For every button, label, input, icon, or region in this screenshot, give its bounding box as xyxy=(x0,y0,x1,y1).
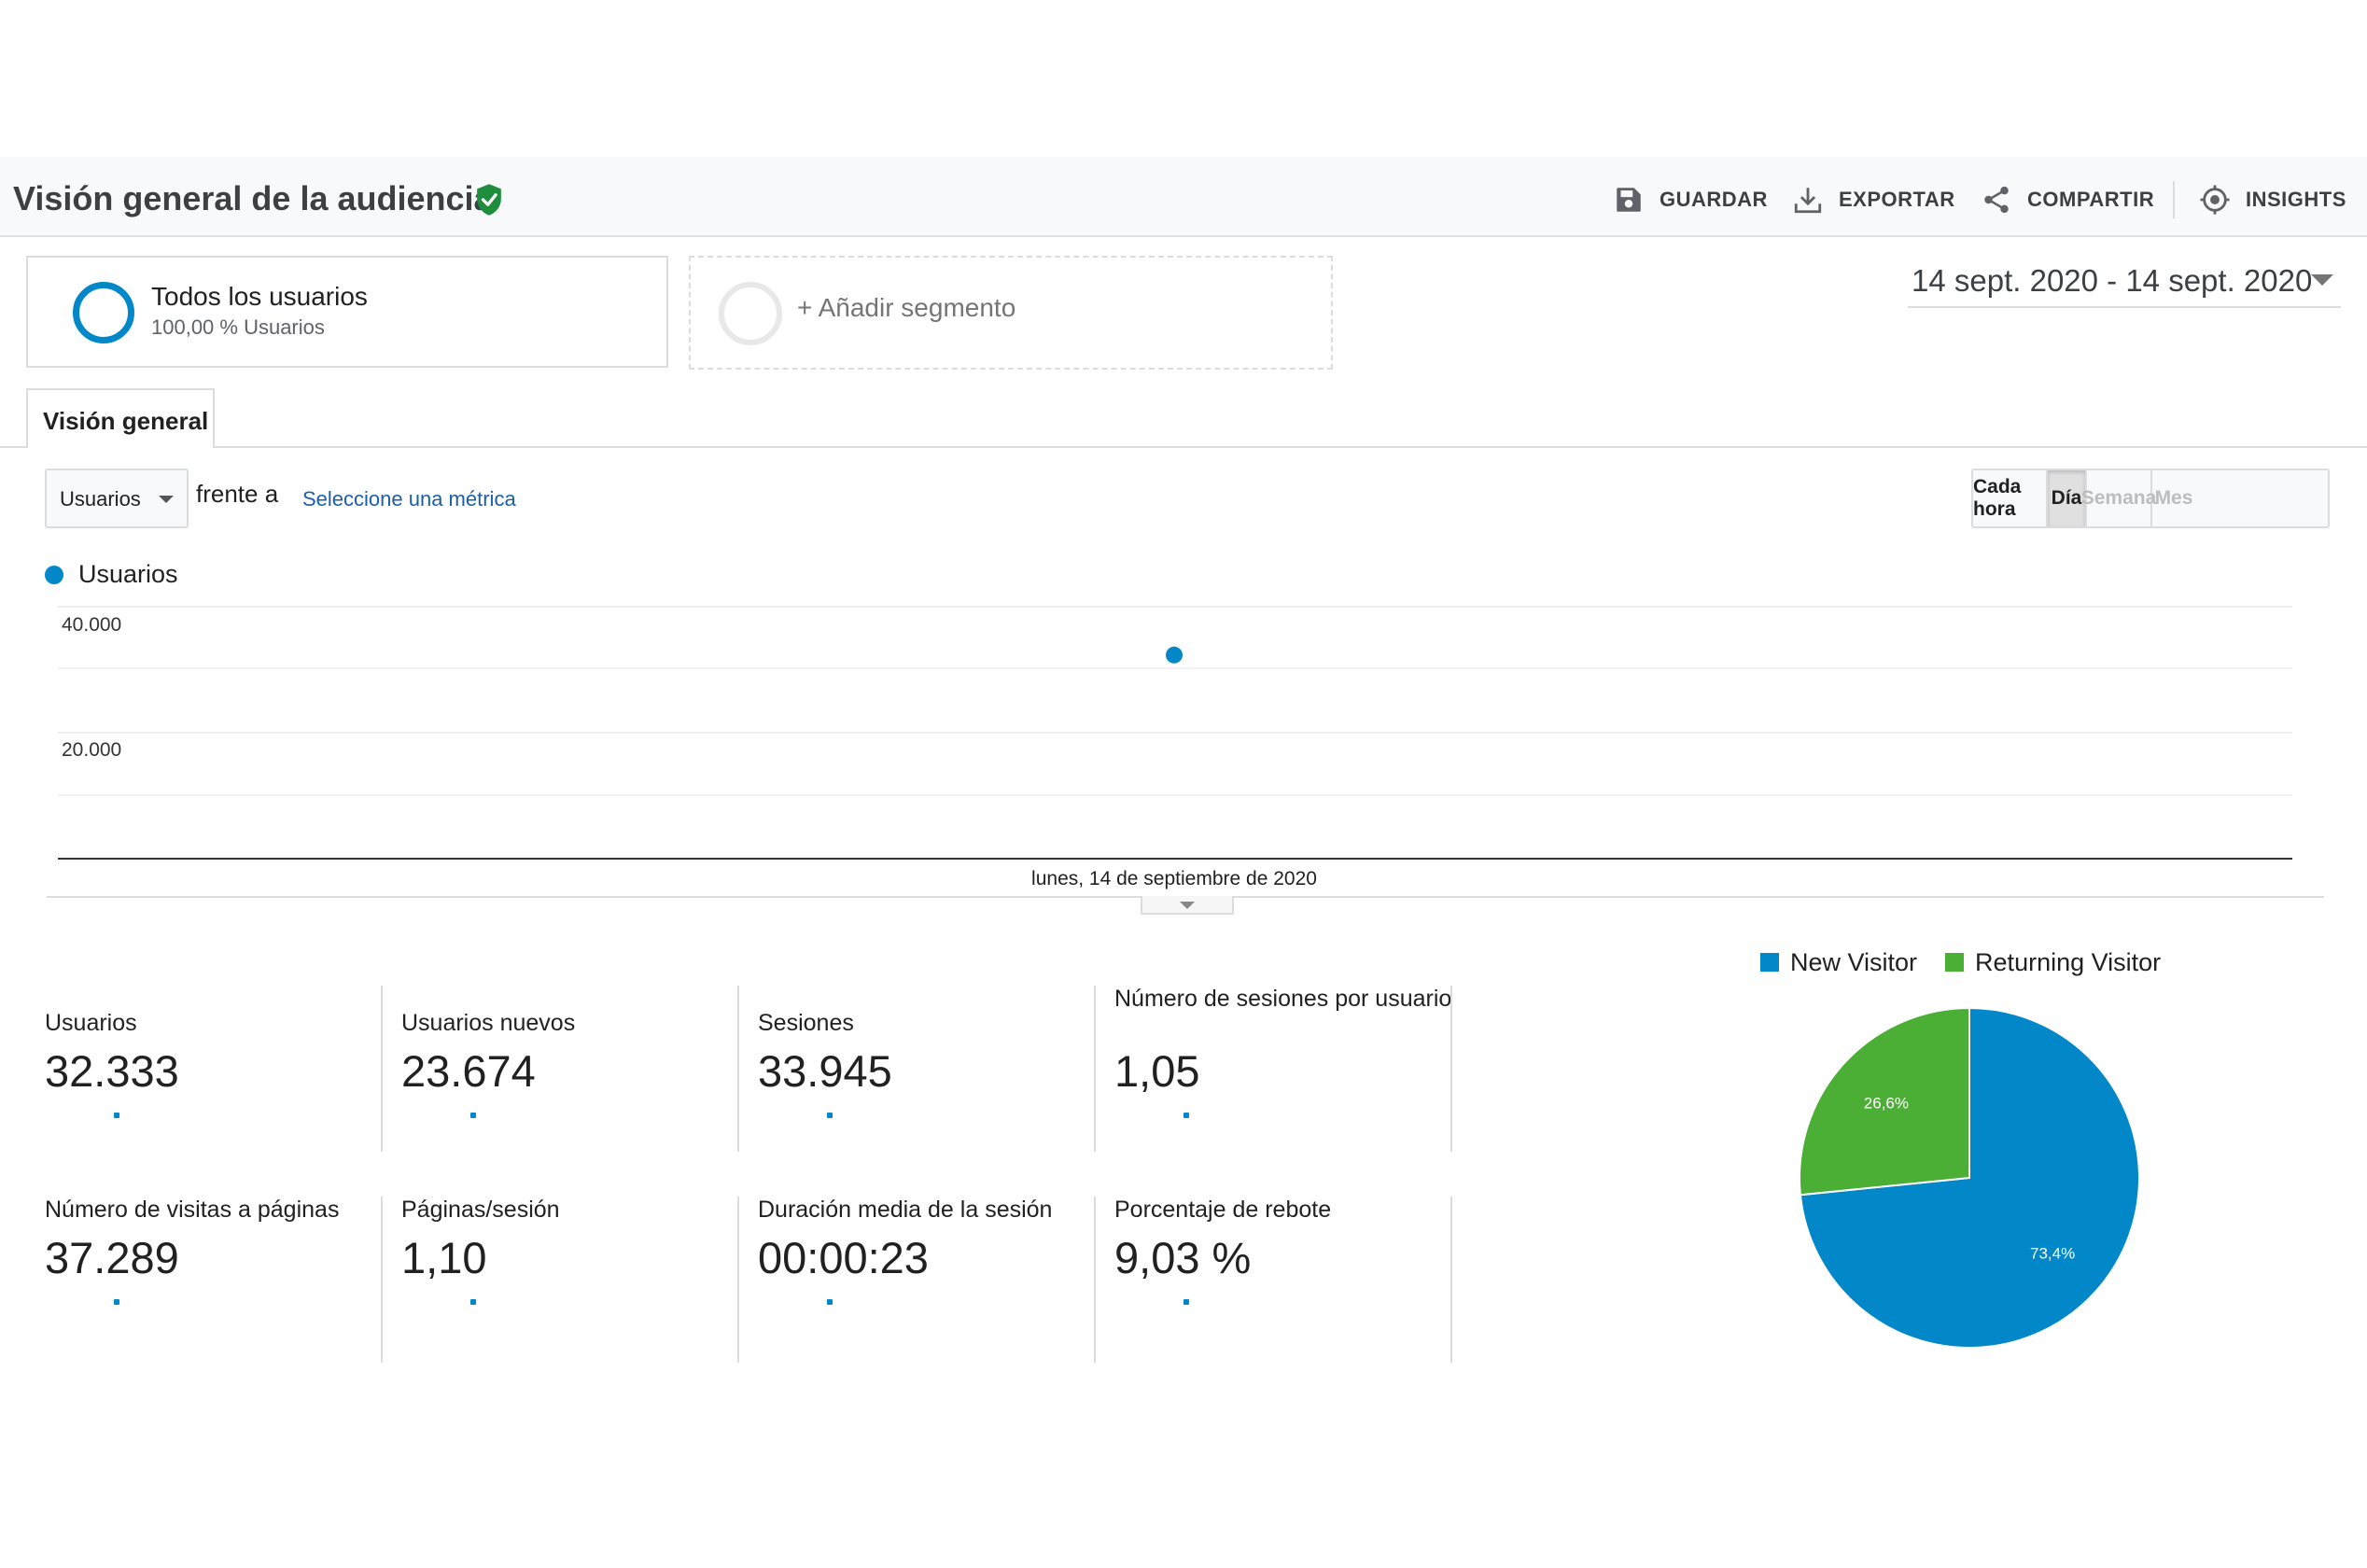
legend-swatch-usuarios xyxy=(45,566,63,584)
users-line-chart: 40.000 20.000 lunes, 14 de septiembre de… xyxy=(58,606,2292,889)
metric-card-pageviews[interactable]: Número de visitas a páginas 37.289 xyxy=(45,1197,399,1365)
granularity-week: Semana xyxy=(2081,470,2156,526)
metric-value: 1,05 xyxy=(1114,1046,1200,1096)
metric-dropdown-value: Usuarios xyxy=(60,487,141,511)
tab-bar-line xyxy=(0,446,2367,448)
sparkline-point xyxy=(1184,1299,1189,1305)
share-button[interactable]: COMPARTIR xyxy=(1981,183,2154,217)
metric-label: Páginas/sesión xyxy=(401,1197,560,1223)
metric-value: 23.674 xyxy=(401,1046,536,1096)
card-divider xyxy=(1450,1197,1452,1363)
sparkline-point xyxy=(470,1113,476,1118)
insights-button[interactable]: INSIGHTS xyxy=(2199,183,2346,217)
segment-share: 100,00 % Usuarios xyxy=(151,315,325,339)
insights-icon xyxy=(2200,185,2230,215)
sparkline-point xyxy=(827,1113,833,1118)
card-divider xyxy=(1450,986,1452,1152)
card-divider xyxy=(381,986,383,1152)
card-divider xyxy=(1094,986,1096,1152)
metric-label: Número de sesiones por usuario xyxy=(1114,986,1452,1012)
metric-value: 9,03 % xyxy=(1114,1233,1252,1282)
segment-name: Todos los usuarios xyxy=(151,282,368,311)
pie-legend: New Visitor Returning Visitor xyxy=(1760,948,2189,976)
sparkline-point xyxy=(827,1299,833,1305)
data-point-usuarios[interactable] xyxy=(1166,646,1183,664)
sparkline-point xyxy=(470,1299,476,1305)
share-icon xyxy=(1984,186,2009,214)
metric-card-sessions-per-user[interactable]: Número de sesiones por usuario 1,05 xyxy=(1114,986,1469,1154)
metric-card-avg-session-duration[interactable]: Duración media de la sesión 00:00:23 xyxy=(758,1197,1113,1365)
tab-overview-label: Visión general xyxy=(43,407,209,435)
select-metric-link[interactable]: Seleccione una métrica xyxy=(302,487,516,511)
save-icon xyxy=(1617,188,1641,212)
metric-label: Porcentaje de rebote xyxy=(1114,1197,1332,1223)
export-label: EXPORTAR xyxy=(1839,188,1955,211)
pie-label-new-visitor: 73,4% xyxy=(2030,1245,2075,1263)
metric-card-users[interactable]: Usuarios 32.333 xyxy=(45,986,399,1154)
card-divider xyxy=(737,986,739,1152)
metric-value: 00:00:23 xyxy=(758,1233,929,1282)
export-button[interactable]: EXPORTAR xyxy=(1792,183,1955,217)
report-header-bar xyxy=(0,157,2367,237)
save-button[interactable]: GUARDAR xyxy=(1613,183,1768,217)
add-segment-label: + Añadir segmento xyxy=(797,293,1016,322)
empty-segment-ring-icon xyxy=(719,282,782,345)
save-label: GUARDAR xyxy=(1660,188,1768,211)
verified-shield-icon xyxy=(477,184,501,216)
metric-value: 33.945 xyxy=(758,1046,892,1096)
x-tick-label: lunes, 14 de septiembre de 2020 xyxy=(1031,868,1317,889)
page-title: Visión general de la audiencia xyxy=(13,179,493,217)
legend-swatch-returning-visitor xyxy=(1945,953,1965,972)
legend-label-returning-visitor[interactable]: Returning Visitor xyxy=(1975,947,2162,976)
metric-label: Usuarios nuevos xyxy=(401,1010,576,1036)
date-range-label: 14 sept. 2020 - 14 sept. 2020 xyxy=(1912,263,2313,298)
metric-value: 32.333 xyxy=(45,1046,179,1096)
insights-label: INSIGHTS xyxy=(2246,188,2346,211)
chevron-down-icon[interactable] xyxy=(1180,902,1195,909)
card-divider xyxy=(737,1197,739,1363)
granularity-hourly[interactable]: Cada hora xyxy=(1973,470,2048,526)
card-divider xyxy=(381,1197,383,1363)
granularity-toggle: Cada hora Día Semana Mes xyxy=(1971,469,2330,528)
metric-card-pages-per-session[interactable]: Páginas/sesión 1,10 xyxy=(401,1197,756,1365)
metric-label: Sesiones xyxy=(758,1010,854,1036)
granularity-day[interactable]: Día xyxy=(2048,470,2087,526)
metric-label: Duración media de la sesión xyxy=(758,1197,1053,1223)
share-label: COMPARTIR xyxy=(2027,188,2155,211)
legend-swatch-new-visitor xyxy=(1760,953,1779,972)
metric-label: Usuarios xyxy=(45,1010,137,1036)
download-icon xyxy=(1794,188,1822,214)
sparkline-point xyxy=(114,1299,119,1305)
toolbar-divider xyxy=(2173,181,2175,218)
visitor-type-pie-chart: 73,4% 26,6% xyxy=(1799,1006,2140,1349)
segment-ring-icon xyxy=(73,282,134,343)
metric-label: Número de visitas a páginas xyxy=(45,1197,340,1223)
metric-card-new-users[interactable]: Usuarios nuevos 23.674 xyxy=(401,986,756,1154)
granularity-month: Mes xyxy=(2154,487,2193,509)
metric-value: 37.289 xyxy=(45,1233,179,1282)
card-divider xyxy=(1094,1197,1096,1363)
metric-value: 1,10 xyxy=(401,1233,487,1282)
metric-card-bounce-rate[interactable]: Porcentaje de rebote 9,03 % xyxy=(1114,1197,1469,1365)
y-tick-label-40000: 40.000 xyxy=(62,614,121,636)
metric-card-sessions[interactable]: Sesiones 33.945 xyxy=(758,986,1113,1154)
pie-slice-returning-visitor[interactable] xyxy=(1799,1006,1970,1197)
chevron-down-icon[interactable] xyxy=(2311,274,2333,286)
date-range-picker[interactable] xyxy=(1908,261,2341,308)
pie-label-returning-visitor: 26,6% xyxy=(1864,1094,1909,1112)
sparkline-point xyxy=(1184,1113,1189,1118)
legend-label-new-visitor[interactable]: New Visitor xyxy=(1790,947,1918,976)
chevron-down-icon xyxy=(159,496,174,503)
versus-label: frente a xyxy=(196,480,279,508)
add-segment-button[interactable] xyxy=(689,256,1333,370)
sparkline-point xyxy=(114,1113,119,1118)
y-tick-label-20000: 20.000 xyxy=(62,739,121,761)
tab-overview[interactable] xyxy=(26,388,215,448)
legend-label-usuarios: Usuarios xyxy=(78,560,178,588)
